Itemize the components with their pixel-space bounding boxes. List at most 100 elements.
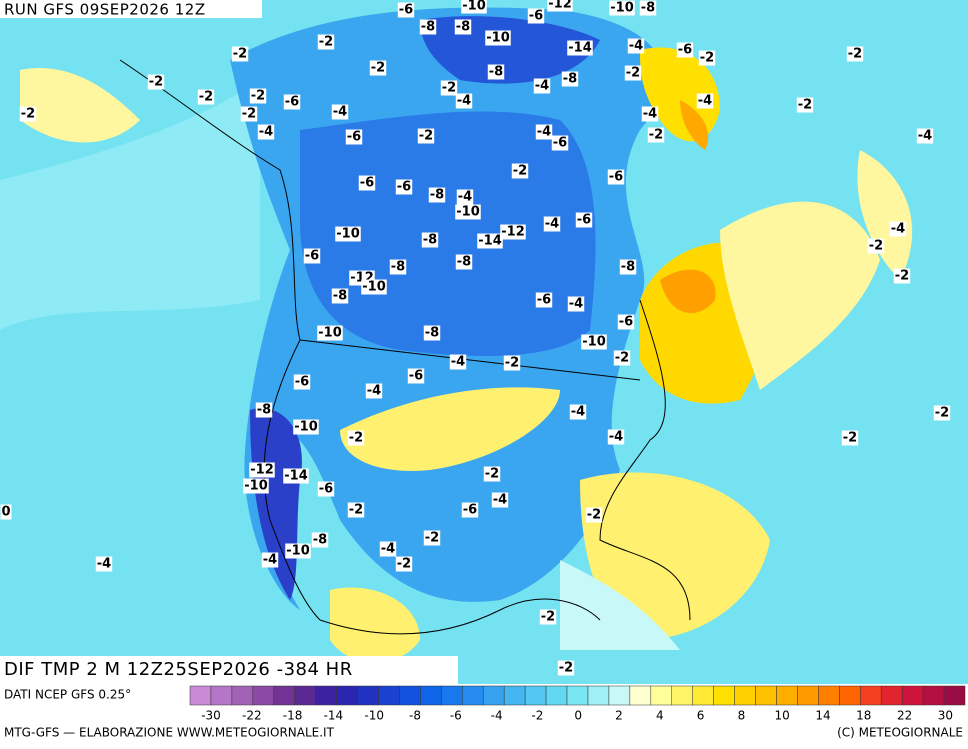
label-box bbox=[335, 226, 361, 242]
color-swatch bbox=[629, 685, 652, 706]
color-swatch bbox=[860, 685, 882, 706]
scale-label: 4 bbox=[656, 709, 664, 723]
label-box bbox=[255, 402, 273, 418]
contour-label: -8 bbox=[457, 255, 471, 270]
label-box bbox=[889, 221, 907, 237]
label-box bbox=[231, 46, 249, 62]
contour-label: -14 bbox=[284, 469, 308, 484]
contour-label: -2 bbox=[869, 239, 883, 254]
contour-label: -2 bbox=[649, 128, 663, 143]
contour-label: -8 bbox=[430, 188, 444, 203]
coastlines bbox=[119, 59, 691, 635]
contour-label: -10 bbox=[486, 31, 510, 46]
label-box bbox=[607, 429, 625, 445]
color-swatch bbox=[524, 685, 547, 706]
contour-label: -4 bbox=[381, 542, 395, 557]
label-box bbox=[347, 430, 365, 446]
label-box bbox=[527, 8, 545, 24]
contour-label: -4 bbox=[918, 129, 932, 144]
contour-label: -4 bbox=[571, 405, 585, 420]
label-box bbox=[455, 93, 473, 109]
contour-label: -4 bbox=[535, 79, 549, 94]
label-box bbox=[585, 507, 603, 523]
contour-label: -6 bbox=[285, 95, 299, 110]
label-box bbox=[397, 2, 415, 18]
label-box bbox=[455, 204, 481, 220]
title-box bbox=[0, 0, 262, 18]
color-swatch bbox=[399, 685, 421, 706]
label-box bbox=[283, 94, 301, 110]
color-swatch bbox=[943, 685, 966, 706]
contour-label: -6 bbox=[347, 130, 361, 145]
contour-label: -4 bbox=[333, 105, 347, 120]
label-box bbox=[641, 106, 659, 122]
contour-label: -2 bbox=[233, 47, 247, 62]
label-box bbox=[567, 296, 585, 312]
contour-label: -6 bbox=[537, 293, 551, 308]
color-scale: -30 -22 -18 -14 -10 -8 -6 -4 -2 0 2 4 6 8 10 14 18 22 30 bbox=[189, 685, 966, 723]
contour-label: -8 bbox=[425, 326, 439, 341]
contour-label: -8 bbox=[423, 233, 437, 248]
label-box bbox=[867, 238, 885, 254]
contour-label: -12 bbox=[548, 0, 572, 12]
contour-label: -4 bbox=[891, 222, 905, 237]
contour-label: -2 bbox=[349, 503, 363, 518]
scale-label: -6 bbox=[450, 709, 462, 723]
label-box bbox=[389, 259, 407, 275]
label-box bbox=[293, 419, 319, 435]
contour-label: -4 bbox=[569, 297, 583, 312]
contour-label: -6 bbox=[463, 503, 477, 518]
label-box bbox=[627, 38, 645, 54]
label-box bbox=[503, 355, 521, 371]
label-box bbox=[395, 556, 413, 572]
label-box bbox=[491, 492, 509, 508]
label-box bbox=[581, 334, 607, 350]
label-box bbox=[243, 478, 269, 494]
contour-label: -12 bbox=[501, 225, 525, 240]
label-box bbox=[197, 89, 215, 105]
contour-label: -4 bbox=[97, 557, 111, 572]
contour-label: -8 bbox=[391, 260, 405, 275]
map-caption: DIF TMP 2 M 12Z25SEP2026 -384 HR bbox=[4, 659, 353, 680]
contour-label: -2 bbox=[935, 406, 949, 421]
contour-label: -10 bbox=[286, 544, 310, 559]
contour-label: -10 bbox=[462, 0, 486, 14]
label-box bbox=[257, 124, 275, 140]
contour-label: -10 bbox=[318, 326, 342, 341]
contour-label: -4 bbox=[698, 94, 712, 109]
contour-label: -2 bbox=[349, 431, 363, 446]
contour-label: -8 bbox=[489, 65, 503, 80]
scale-label: -4 bbox=[491, 709, 503, 723]
color-swatch bbox=[755, 685, 777, 706]
scale-label: 6 bbox=[697, 709, 705, 723]
label-box bbox=[547, 0, 573, 12]
contour-label: -10 bbox=[244, 479, 268, 494]
scale-label: 10 bbox=[775, 709, 790, 723]
contour-label: -4 bbox=[609, 430, 623, 445]
contour-label: -4 bbox=[263, 553, 277, 568]
color-swatch bbox=[734, 685, 756, 706]
scale-label: -22 bbox=[242, 709, 262, 723]
contour-label: -2 bbox=[251, 89, 265, 104]
contour-label: -8 bbox=[257, 403, 271, 418]
contour-label: -4 bbox=[493, 493, 507, 508]
scale-label: 14 bbox=[815, 709, 830, 723]
label-box bbox=[365, 383, 383, 399]
label-box bbox=[0, 504, 12, 520]
label-box bbox=[417, 128, 435, 144]
label-box bbox=[440, 80, 458, 96]
label-box bbox=[696, 93, 714, 109]
label-box bbox=[347, 502, 365, 518]
label-box bbox=[511, 163, 529, 179]
contour-label: -8 bbox=[333, 289, 347, 304]
label-box bbox=[619, 259, 637, 275]
contour-label: -6 bbox=[397, 180, 411, 195]
scale-label: 30 bbox=[938, 709, 953, 723]
label-box bbox=[249, 462, 275, 478]
label-box bbox=[358, 175, 376, 191]
label-box bbox=[317, 481, 335, 497]
color-swatch bbox=[378, 685, 400, 706]
label-box bbox=[533, 78, 551, 94]
label-box bbox=[841, 430, 859, 446]
